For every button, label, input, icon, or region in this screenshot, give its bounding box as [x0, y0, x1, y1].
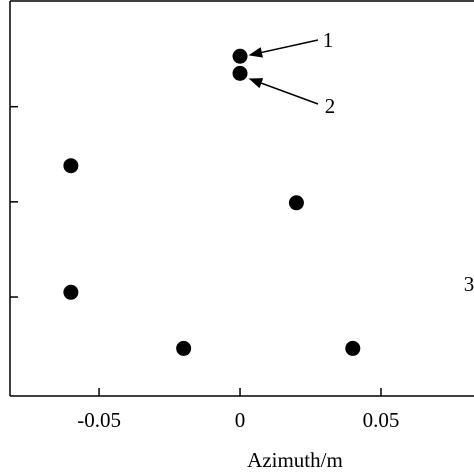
point: [63, 284, 79, 300]
point: [288, 195, 304, 211]
point: [345, 340, 361, 356]
annotation-arrow: [248, 39, 319, 58]
point: [176, 340, 192, 356]
annotation: 1: [323, 28, 334, 52]
point: [232, 48, 248, 64]
x-tick-label: 0.05: [363, 408, 400, 432]
x-tick-label: 0: [235, 408, 246, 432]
point: [63, 158, 79, 174]
annotation: 2: [325, 94, 336, 118]
annotation: 3: [464, 272, 474, 296]
point: [232, 65, 248, 81]
annotation-arrow: [248, 78, 319, 105]
x-axis-label: Azimuth/m: [247, 448, 343, 472]
x-tick-label: -0.05: [77, 408, 121, 432]
